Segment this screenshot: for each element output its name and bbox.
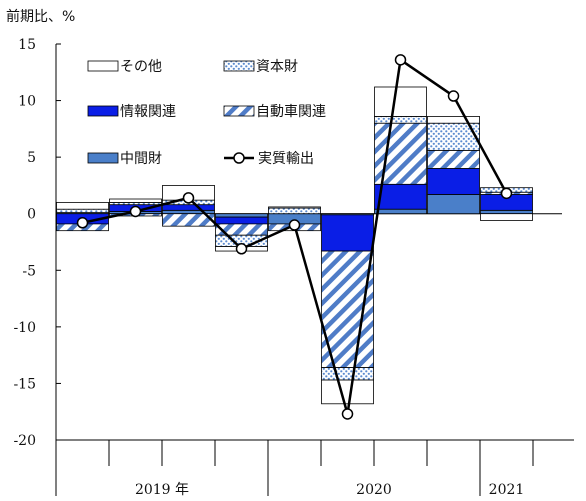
x-year-label: 2019 年 bbox=[135, 482, 189, 498]
bar-segment-intermediate bbox=[480, 209, 533, 215]
legend-swatch-intermediate bbox=[87, 152, 119, 164]
bar-segment-other bbox=[374, 86, 427, 117]
legend-label-capital: 資本財 bbox=[256, 59, 298, 75]
bar-segment-other bbox=[268, 206, 321, 209]
legend-label-intermediate: 中間財 bbox=[120, 151, 162, 167]
y-tick-label: 10 bbox=[18, 94, 36, 110]
bar-segment-it bbox=[215, 216, 268, 225]
y-tick-label: 0 bbox=[27, 207, 36, 223]
bar-segment-other bbox=[427, 116, 480, 124]
real-exports-point bbox=[76, 217, 89, 229]
bar-segment-other bbox=[480, 213, 533, 221]
bar-segment-it bbox=[427, 168, 480, 195]
real-exports-point bbox=[288, 219, 301, 231]
y-axis-unit-label: 前期比、% bbox=[6, 9, 76, 25]
legend-swatch-other bbox=[87, 60, 119, 72]
real-exports-point bbox=[341, 408, 354, 420]
y-tick-label: -10 bbox=[13, 320, 36, 336]
legend-label-auto: 自動車関連 bbox=[256, 103, 326, 120]
real-exports-point bbox=[182, 192, 195, 204]
real-exports-point bbox=[129, 205, 142, 218]
y-tick-label: 15 bbox=[18, 37, 36, 53]
legend-swatch-capital bbox=[223, 60, 255, 72]
bar-segment-capital bbox=[268, 207, 321, 215]
legend-marker-real-exports bbox=[233, 152, 245, 164]
real-exports-point bbox=[235, 243, 248, 255]
y-tick-label: -5 bbox=[22, 263, 36, 279]
y-tick-label: -20 bbox=[13, 433, 36, 449]
x-year-label: 2021 bbox=[489, 482, 525, 498]
plot-area: 15 10 5 0 -5 -10 -15 -20 2019 年 2020 2021 その他 資本財情報関… bbox=[13, 37, 574, 498]
legend-swatch-auto bbox=[223, 105, 255, 117]
bar-segment-it bbox=[374, 183, 427, 210]
bar-segment-intermediate bbox=[162, 209, 215, 215]
bar-segment-intermediate bbox=[215, 213, 268, 218]
real-exports-point bbox=[447, 90, 460, 102]
bar-segment-auto bbox=[162, 213, 215, 227]
bar-segment-capital bbox=[321, 367, 374, 381]
legend-label-real-exports: 実質輸出 bbox=[258, 151, 314, 167]
y-tick-label: 5 bbox=[27, 150, 36, 166]
bar-segment-auto bbox=[215, 223, 268, 236]
bar-segment-capital bbox=[374, 116, 427, 124]
legend-label-it: 情報関連 bbox=[120, 104, 176, 120]
legend-label-other: その他 bbox=[120, 59, 162, 75]
bar-segment-intermediate bbox=[427, 194, 480, 215]
x-year-label: 2020 bbox=[356, 482, 392, 498]
bar-segment-other bbox=[56, 201, 109, 210]
legend-swatch-it bbox=[87, 105, 119, 117]
bar-segment-auto bbox=[427, 149, 480, 169]
bar-segment-capital bbox=[56, 208, 109, 213]
real-exports-point bbox=[394, 54, 407, 66]
bar-segment-it bbox=[162, 204, 215, 211]
bar-segment-other bbox=[109, 198, 162, 203]
real-exports-point bbox=[500, 187, 513, 200]
bar-segment-it bbox=[321, 214, 374, 252]
bar-segment-other bbox=[321, 379, 374, 405]
y-tick-label: -15 bbox=[13, 376, 36, 392]
bar-segment-intermediate bbox=[374, 208, 427, 215]
